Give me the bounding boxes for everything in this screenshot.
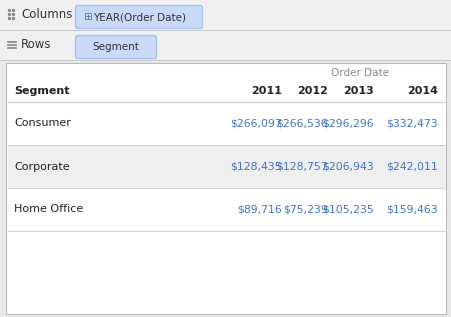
Text: $242,011: $242,011 (386, 161, 437, 171)
Text: 2013: 2013 (342, 86, 373, 96)
Text: Consumer: Consumer (14, 119, 71, 128)
Text: Home Office: Home Office (14, 204, 83, 215)
Bar (0, 0, 451, 30)
Bar (6, 63, 445, 314)
Text: 2011: 2011 (251, 86, 281, 96)
Text: YEAR(Order Date): YEAR(Order Date) (93, 12, 186, 22)
FancyBboxPatch shape (75, 36, 156, 59)
Text: ⊞: ⊞ (83, 12, 91, 22)
Bar (8, 188, 445, 231)
Bar (8, 145, 445, 188)
Text: Columns: Columns (21, 9, 72, 22)
Text: $105,235: $105,235 (322, 204, 373, 215)
Text: $128,435: $128,435 (230, 161, 281, 171)
Text: Order Date: Order Date (330, 68, 388, 78)
Bar (0, 30, 451, 60)
Text: Rows: Rows (21, 38, 51, 51)
Text: $266,536: $266,536 (276, 119, 327, 128)
FancyBboxPatch shape (75, 5, 202, 29)
Text: $75,239: $75,239 (283, 204, 327, 215)
Bar (8, 102, 445, 145)
Text: $206,943: $206,943 (322, 161, 373, 171)
Text: $266,097: $266,097 (230, 119, 281, 128)
Text: Corporate: Corporate (14, 161, 69, 171)
Text: 2014: 2014 (406, 86, 437, 96)
Text: Segment: Segment (92, 42, 139, 52)
Text: $332,473: $332,473 (386, 119, 437, 128)
Text: $296,296: $296,296 (322, 119, 373, 128)
Bar (0, 60, 451, 317)
Text: Segment: Segment (14, 86, 69, 96)
Text: $128,757: $128,757 (276, 161, 327, 171)
Text: $89,716: $89,716 (237, 204, 281, 215)
Text: 2012: 2012 (296, 86, 327, 96)
Text: $159,463: $159,463 (386, 204, 437, 215)
